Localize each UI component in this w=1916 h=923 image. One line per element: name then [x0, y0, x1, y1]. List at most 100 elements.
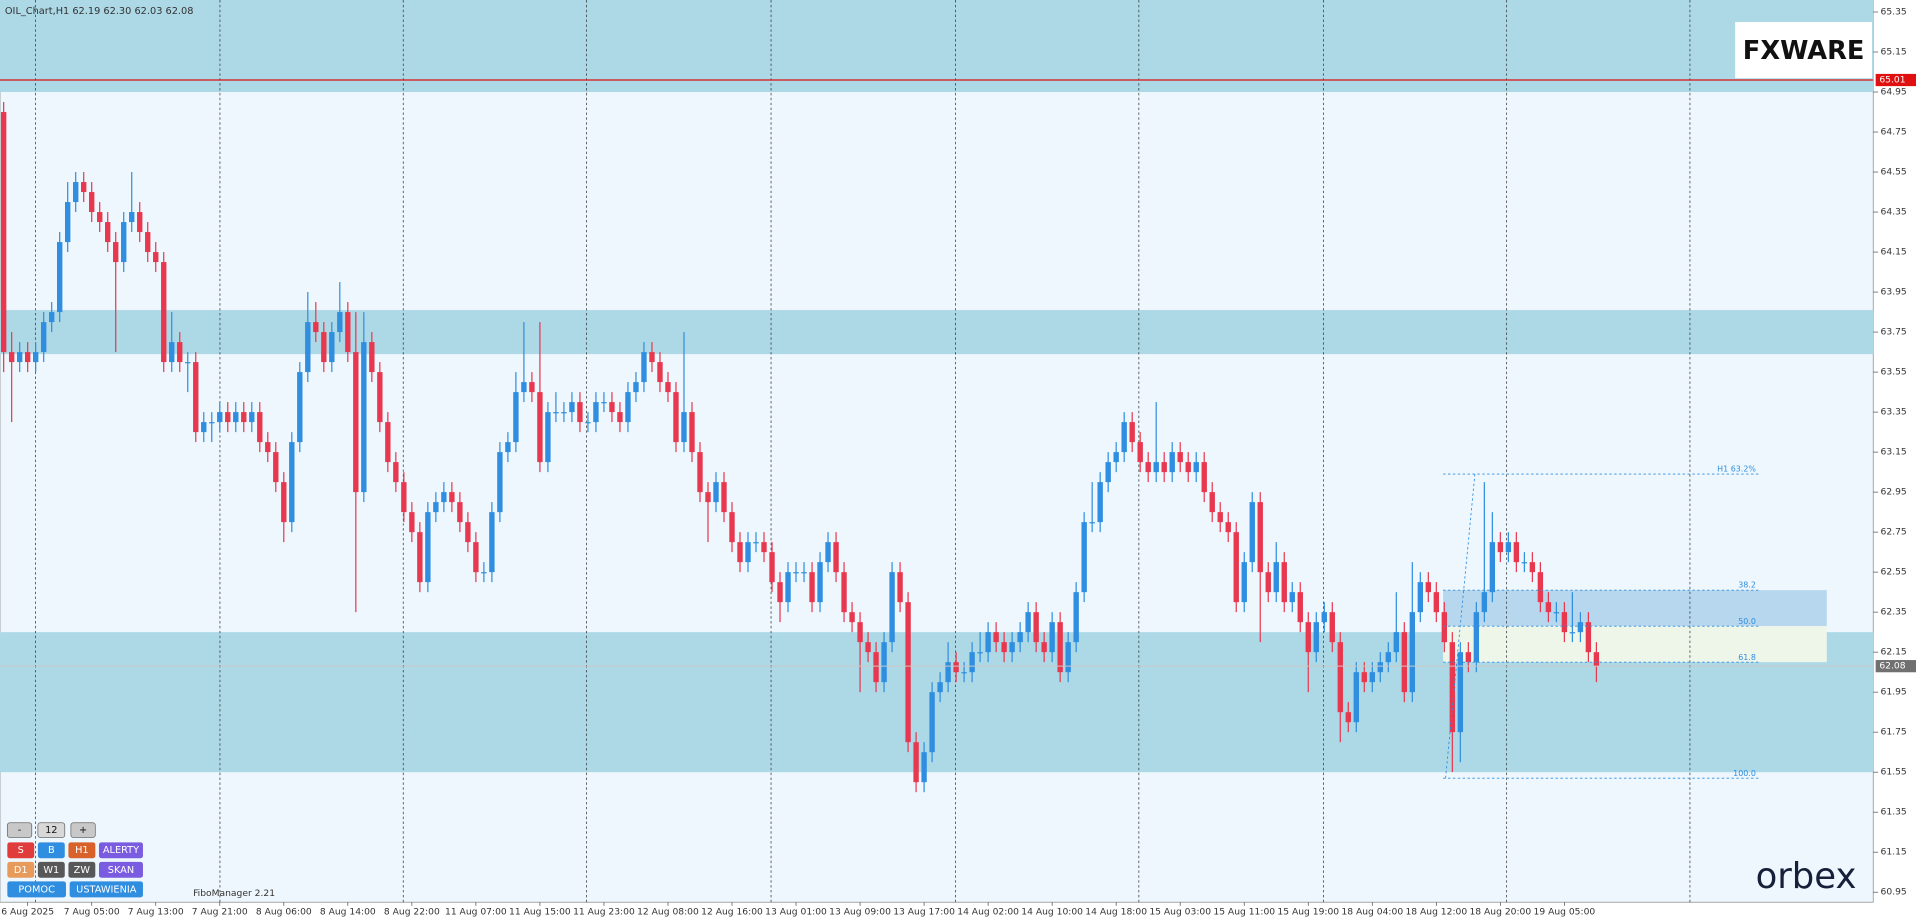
- candle-body: [8, 352, 15, 363]
- control-button[interactable]: [7, 881, 66, 898]
- control-button-label[interactable]: H1: [75, 845, 89, 856]
- candle-body: [985, 632, 991, 653]
- candle-body: [1529, 562, 1536, 573]
- candle-body: [225, 412, 231, 423]
- zoom-button-label[interactable]: -: [18, 825, 22, 836]
- y-tick-label: 63.35: [1881, 407, 1907, 418]
- x-tick-label: 14 Aug 10:00: [1021, 906, 1083, 917]
- control-button-label[interactable]: ALERTY: [103, 845, 139, 856]
- candle-body: [249, 412, 255, 423]
- control-button-label[interactable]: USTAWIENIA: [76, 884, 137, 895]
- y-tick-label: 63.95: [1881, 287, 1907, 298]
- y-tick-label: 64.15: [1881, 247, 1907, 258]
- candle-body: [377, 372, 383, 423]
- control-button-label[interactable]: W1: [43, 865, 59, 876]
- candle-body: [737, 542, 743, 563]
- control-button[interactable]: [7, 861, 35, 878]
- candle-body: [1017, 632, 1023, 643]
- resistance-label: 65.01: [1879, 75, 1905, 86]
- candle-body: [657, 362, 663, 383]
- candle-body: [273, 452, 279, 483]
- candle-body: [297, 372, 303, 443]
- candle-body: [729, 512, 735, 543]
- control-button[interactable]: [69, 881, 143, 898]
- y-tick-label: 61.55: [1881, 767, 1907, 778]
- candle-body: [777, 582, 783, 603]
- candle-body: [625, 392, 631, 423]
- candle-body: [1089, 522, 1095, 524]
- control-button-label[interactable]: ZW: [74, 865, 91, 876]
- candle-body: [1185, 462, 1191, 473]
- candle-body: [345, 312, 351, 353]
- x-tick-label: 14 Aug 02:00: [957, 906, 1019, 917]
- candle-body: [1593, 652, 1600, 667]
- last-price-label: 62.08: [1879, 661, 1905, 672]
- control-button-label[interactable]: B: [48, 845, 55, 856]
- candle-body: [425, 512, 431, 583]
- candle-body: [497, 452, 503, 513]
- x-tick-label: 7 Aug 21:00: [192, 906, 248, 917]
- candle-body: [73, 182, 79, 203]
- candle-body: [553, 412, 559, 414]
- candle-body: [1281, 562, 1287, 603]
- candle-body: [961, 672, 967, 674]
- control-button[interactable]: [37, 842, 65, 859]
- candle-body: [769, 552, 775, 583]
- candle-body: [841, 572, 847, 613]
- candle-body: [833, 542, 839, 573]
- candle-body: [761, 542, 767, 553]
- candle-body: [537, 392, 543, 463]
- candle-body: [449, 492, 455, 503]
- candle-body: [753, 542, 759, 544]
- candle-body: [577, 402, 583, 423]
- candle-body: [609, 402, 615, 413]
- candle-body: [1265, 572, 1271, 593]
- control-button[interactable]: [98, 842, 143, 859]
- candle-body: [1473, 612, 1480, 663]
- zoom-button[interactable]: [70, 822, 96, 838]
- candle-body: [1337, 642, 1343, 713]
- control-button[interactable]: [68, 842, 96, 859]
- control-button[interactable]: [68, 861, 96, 878]
- candle-body: [217, 412, 223, 423]
- zoom-button-label[interactable]: +: [79, 825, 87, 836]
- candle-body: [1225, 522, 1231, 533]
- candle-body: [1009, 642, 1015, 653]
- candle-body: [953, 662, 959, 673]
- candle-body: [169, 342, 175, 363]
- candle-body: [1081, 522, 1087, 593]
- x-tick-label: 19 Aug 05:00: [1534, 906, 1596, 917]
- candle-body: [153, 252, 159, 263]
- candle-body: [529, 382, 535, 393]
- zoom-button[interactable]: [37, 822, 66, 838]
- x-tick-label: 13 Aug 17:00: [893, 906, 955, 917]
- overlays: H1 63.2% 38.2 50.0 61.8 100.0: [0, 79, 1874, 779]
- control-button-label[interactable]: D1: [14, 865, 28, 876]
- candle-body: [1457, 652, 1464, 733]
- zoom-button-label[interactable]: 12: [45, 825, 57, 836]
- control-button[interactable]: [7, 842, 35, 859]
- control-button-label[interactable]: POMOC: [18, 884, 55, 895]
- candle-body: [1001, 642, 1007, 653]
- candle-body: [1313, 622, 1319, 653]
- candle-body: [97, 212, 103, 223]
- y-tick-label: 63.75: [1881, 327, 1907, 338]
- candle-body: [545, 412, 551, 463]
- candle-body: [185, 362, 191, 364]
- candle-body: [905, 602, 911, 743]
- candle-body: [161, 262, 167, 363]
- x-tick-label: 14 Aug 18:00: [1085, 906, 1147, 917]
- y-tick-label: 61.95: [1881, 687, 1907, 698]
- control-button-label[interactable]: S: [18, 845, 24, 856]
- candle-body: [489, 512, 495, 573]
- control-button[interactable]: [98, 861, 143, 878]
- control-button[interactable]: [37, 861, 65, 878]
- candle-body: [705, 492, 711, 503]
- x-tick-label: 18 Aug 12:00: [1405, 906, 1467, 917]
- candle-body: [81, 182, 87, 193]
- zoom-button[interactable]: [6, 822, 33, 838]
- y-tick-label: 61.35: [1881, 807, 1907, 818]
- control-button-label[interactable]: SKAN: [108, 865, 134, 876]
- candle-body: [1353, 672, 1359, 723]
- logo-orbex: orbex: [1756, 856, 1857, 897]
